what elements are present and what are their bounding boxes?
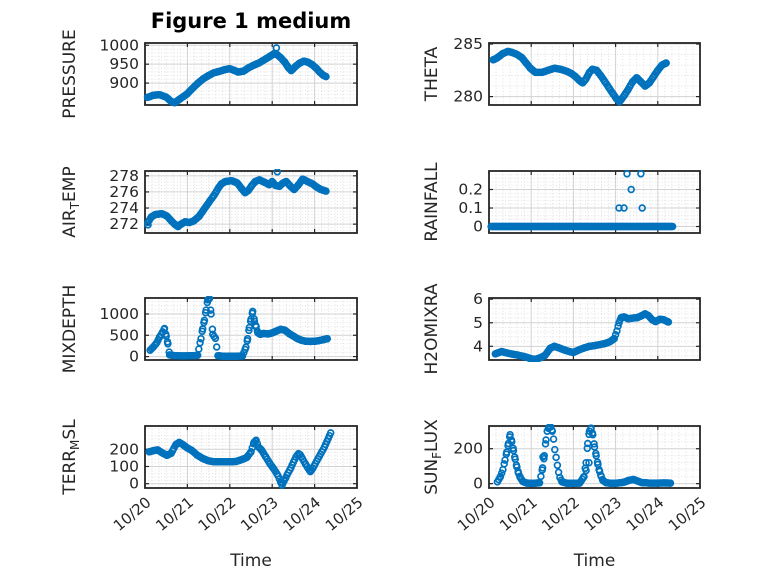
x-axis-label-left: Time	[230, 551, 272, 571]
x-tick-label: 10/22	[195, 493, 240, 535]
plot-frame	[488, 170, 701, 234]
y-tick-label: 900	[109, 74, 139, 92]
subplot-h2omixra: 4 5 6 H2OMIXRA	[422, 283, 701, 375]
y-tick-label: 280	[453, 88, 483, 106]
y-tick-label: 4	[473, 337, 483, 355]
data-markers	[491, 310, 673, 362]
plot-frame	[488, 42, 701, 106]
plot-frame	[144, 42, 358, 106]
subplot-rainfall: 00.10.2 RAINFALL	[422, 162, 701, 242]
x-tick-label: 10/22	[538, 493, 583, 535]
y-tick-label: 0	[473, 475, 483, 493]
y-tick-label: 0	[129, 475, 139, 493]
data-markers	[146, 296, 332, 361]
x-tick-label: 10/23	[237, 493, 282, 535]
data-markers	[144, 169, 330, 231]
y-axis-label-pressure: PRESSURE	[60, 29, 80, 118]
y-tick-label: 278	[109, 167, 139, 185]
subplot-mixdepth: 0 500 1000 MIXDEPTH	[60, 285, 358, 374]
x-tick-label: 10/21	[152, 493, 197, 535]
plot-frame	[488, 425, 701, 489]
y-axis-label-sun_flux: SUNFLUX	[422, 419, 444, 495]
y-tick-label: 100	[109, 457, 139, 475]
y-tick-label: 276	[109, 183, 139, 201]
y-tick-label: 950	[109, 55, 139, 73]
y-tick-label: 285	[453, 35, 483, 53]
y-tick-label: 1000	[100, 305, 139, 323]
y-tick-label: 6	[473, 290, 483, 308]
y-tick-label: 200	[109, 440, 139, 458]
subplot-theta: 280 285 THETA	[422, 35, 701, 106]
y-axis-label-mixdepth: MIXDEPTH	[60, 285, 80, 374]
y-tick-label: 200	[453, 440, 483, 458]
y-tick-label: 0.1	[458, 199, 483, 217]
x-tick-label: 10/24	[279, 493, 324, 535]
x-tick-label: 10/25	[322, 493, 367, 535]
x-tick-label: 10/25	[665, 493, 710, 535]
x-tick-label: 10/21	[496, 493, 541, 535]
plot-frame	[144, 170, 358, 234]
y-tick-label: 274	[109, 199, 139, 217]
y-tick-label: 0	[473, 218, 483, 236]
x-tick-label: 10/23	[580, 493, 625, 535]
y-axis-label-air_temp: AIRTEMP	[60, 166, 82, 237]
x-axis-label-right: Time	[573, 551, 616, 571]
x-tick-label: 10/24	[623, 493, 668, 535]
y-axis-label-rainfall: RAINFALL	[422, 162, 442, 242]
data-markers	[487, 170, 677, 231]
x-tick-label: 10/20	[454, 493, 499, 535]
x-tick-label: 10/20	[110, 493, 155, 535]
plot-frame	[144, 425, 358, 489]
y-axis-label-terr_msl: TERRMSL	[60, 419, 82, 496]
y-tick-label: 500	[109, 326, 139, 344]
y-axis-label-theta: THETA	[422, 46, 442, 102]
y-tick-label: 0	[129, 348, 139, 366]
plot-frame	[488, 297, 701, 361]
subplot-sun_flux: 0 200 SUNFLUX 10/2010/2110/2210/2310/2410/2…	[422, 419, 710, 535]
y-tick-label: 0.2	[458, 181, 483, 199]
y-tick-label: 272	[109, 215, 139, 233]
plot-frame	[144, 297, 358, 361]
figure-title: Figure 1 medium	[150, 9, 352, 33]
data-markers	[493, 424, 675, 488]
data-markers	[143, 44, 330, 107]
y-axis-label-h2omixra: H2OMIXRA	[422, 283, 442, 374]
data-markers	[489, 47, 670, 106]
data-markers	[145, 429, 335, 489]
y-tick-label: 1000	[100, 36, 139, 54]
y-tick-label: 5	[473, 314, 483, 332]
